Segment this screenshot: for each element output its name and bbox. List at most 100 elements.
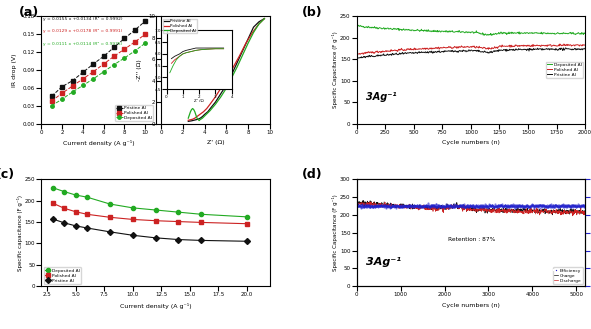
Efficiency (391, 203, 401, 209)
Efficiency (395, 205, 404, 210)
Efficiency (560, 204, 570, 209)
Polished Al (519, 44, 526, 48)
Efficiency (353, 203, 362, 208)
Efficiency (380, 203, 389, 208)
Efficiency (517, 203, 526, 208)
Efficiency (518, 203, 527, 208)
Pristine Al (444, 49, 452, 53)
Efficiency (423, 204, 433, 209)
Efficiency (518, 203, 528, 209)
Efficiency (406, 204, 415, 209)
Efficiency (554, 204, 563, 209)
Deposited Al (106, 202, 113, 206)
Efficiency (455, 203, 465, 208)
Efficiency (514, 203, 524, 208)
Efficiency (478, 204, 487, 210)
Efficiency (475, 203, 485, 209)
Efficiency (364, 203, 374, 208)
Efficiency (473, 202, 483, 208)
Y-axis label: Specific Capacitance (F g⁻¹): Specific Capacitance (F g⁻¹) (333, 194, 339, 271)
Efficiency (548, 202, 558, 208)
Efficiency (488, 204, 498, 210)
Efficiency (507, 203, 517, 208)
Efficiency (423, 203, 432, 208)
Discharge (527, 209, 534, 213)
Efficiency (405, 204, 415, 210)
Efficiency (477, 204, 486, 209)
Efficiency (545, 204, 554, 210)
Deposited Al (381, 27, 388, 31)
Efficiency (465, 202, 475, 208)
Efficiency (406, 204, 415, 209)
Efficiency (365, 204, 375, 210)
Efficiency (393, 203, 402, 209)
Polished Al (121, 47, 128, 51)
Pristine Al (175, 238, 182, 241)
Deposited Al (79, 84, 86, 88)
Efficiency (417, 205, 426, 210)
Text: Retention : 87%: Retention : 87% (448, 237, 495, 242)
Efficiency (462, 203, 471, 208)
Efficiency (519, 204, 529, 209)
Efficiency (574, 203, 583, 208)
Polished Al (72, 210, 79, 214)
Polished Al (428, 46, 435, 50)
Efficiency (501, 203, 511, 209)
Pristine Al (381, 53, 388, 57)
Efficiency (434, 203, 444, 208)
Efficiency (489, 203, 498, 208)
Efficiency (368, 205, 378, 210)
Efficiency (431, 202, 441, 207)
Efficiency (420, 203, 429, 208)
Efficiency (553, 203, 562, 208)
Efficiency (456, 202, 465, 208)
Pristine Al (243, 239, 251, 243)
Efficiency (485, 203, 495, 208)
Text: y = 0.0129 x +0.0178 (R² = 0.9991): y = 0.0129 x +0.0178 (R² = 0.9991) (43, 29, 122, 33)
Efficiency (459, 203, 469, 209)
Polished Al (129, 217, 137, 221)
Efficiency (424, 202, 433, 208)
Efficiency (558, 204, 568, 209)
Efficiency (579, 204, 589, 209)
Efficiency (563, 203, 573, 208)
Efficiency (438, 204, 447, 209)
Efficiency (519, 204, 528, 209)
Efficiency (355, 203, 365, 209)
Efficiency (431, 203, 440, 208)
Efficiency (439, 204, 449, 209)
Efficiency (475, 203, 484, 208)
Efficiency (394, 204, 404, 209)
X-axis label: Current density (A g⁻¹): Current density (A g⁻¹) (120, 303, 191, 309)
Polished Al (61, 206, 68, 210)
Efficiency (545, 203, 554, 208)
Efficiency (573, 203, 583, 209)
Efficiency (371, 205, 380, 210)
Charge (499, 208, 506, 212)
Efficiency (471, 202, 480, 207)
Efficiency (510, 204, 519, 209)
Efficiency (535, 202, 545, 208)
Efficiency (472, 203, 481, 208)
Efficiency (501, 203, 510, 208)
Efficiency (557, 203, 567, 209)
Text: y = 0.0111 x +0.0114 (R² = 0.9975): y = 0.0111 x +0.0114 (R² = 0.9975) (43, 41, 122, 46)
Efficiency (450, 204, 460, 209)
Efficiency (530, 204, 540, 209)
Efficiency (426, 203, 436, 208)
Efficiency (402, 204, 412, 209)
Efficiency (385, 203, 394, 208)
Efficiency (433, 202, 443, 208)
Efficiency (519, 204, 529, 210)
Efficiency (465, 203, 474, 209)
Efficiency (425, 204, 434, 209)
Efficiency (498, 204, 508, 209)
Efficiency (479, 203, 489, 209)
Efficiency (387, 204, 397, 209)
Efficiency (483, 204, 492, 209)
Efficiency (508, 203, 517, 208)
Efficiency (362, 204, 372, 209)
Efficiency (378, 203, 387, 209)
Efficiency (506, 203, 515, 208)
X-axis label: Z' (Ω): Z' (Ω) (207, 140, 224, 145)
